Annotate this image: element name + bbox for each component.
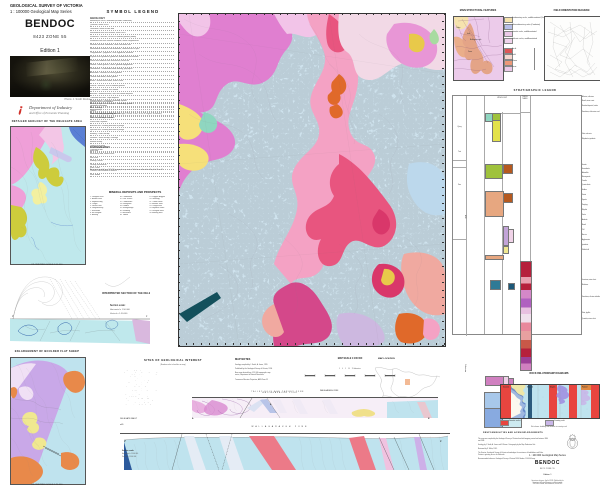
svg-text:Section scale:: Section scale: — [110, 304, 126, 307]
svg-text:J': J' — [12, 315, 14, 318]
svg-text:Zone: Zone — [468, 51, 472, 53]
svg-text:Ballagarraugh: Ballagarraugh — [470, 39, 481, 41]
svg-text:INTERPRETED SECTION OF THE DEL: INTERPRETED SECTION OF THE DELEGATE AREA — [102, 291, 150, 295]
svg-text:Vertical = 1:50 000: Vertical = 1:50 000 — [110, 312, 128, 315]
svg-text:Yalmy: Yalmy — [456, 27, 461, 29]
svg-text:J: J — [146, 315, 148, 318]
svg-text:Horizontal = 1:50 000: Horizontal = 1:50 000 — [110, 308, 131, 311]
